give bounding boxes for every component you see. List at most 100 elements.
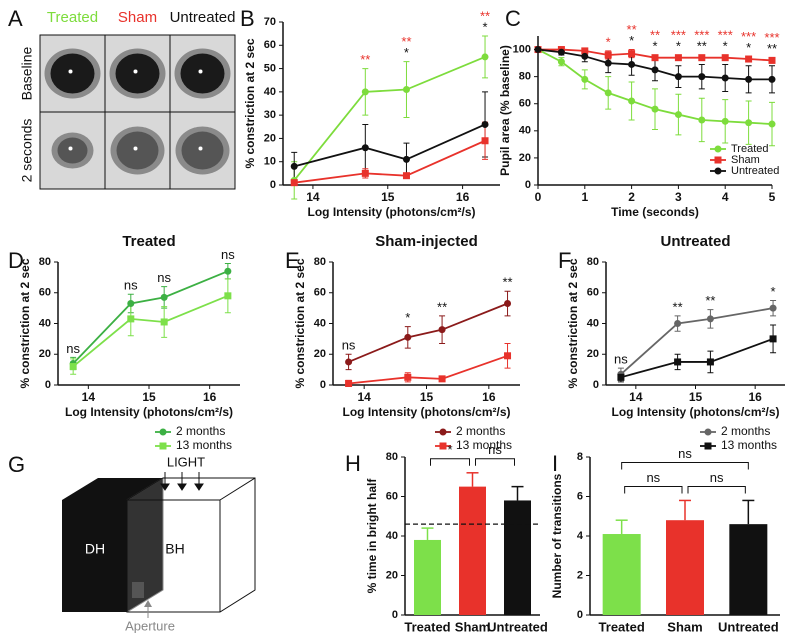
- bar: [666, 520, 704, 615]
- point: [481, 137, 489, 145]
- y-tick-label: 60: [314, 287, 326, 299]
- point: [604, 51, 612, 59]
- y-axis-label: % constriction at 2 sec: [18, 258, 32, 388]
- aperture: [132, 582, 144, 598]
- point: [481, 120, 489, 128]
- point: [345, 358, 353, 366]
- pupil: [115, 53, 160, 94]
- significance-label: ***: [718, 27, 733, 42]
- point: [557, 58, 565, 66]
- panel-label: F: [558, 248, 571, 273]
- y-axis-label: % constriction at 2 sec: [293, 258, 307, 388]
- significance-label: **: [437, 299, 447, 314]
- significance-label: **: [673, 299, 683, 314]
- point: [290, 179, 298, 187]
- significance-label: ns: [614, 352, 628, 367]
- point: [628, 60, 636, 68]
- legend-label: Untreated: [731, 165, 779, 177]
- x-tick-label: Treated: [404, 619, 450, 634]
- pupil: [181, 131, 224, 170]
- y-tick-label: 60: [386, 490, 398, 502]
- panel-label: H: [345, 451, 361, 476]
- legend-label: 2 months: [721, 424, 770, 438]
- x-tick-label: 16: [456, 190, 470, 204]
- comparison-bracket: [430, 458, 470, 466]
- legend-label: 2 months: [456, 424, 505, 438]
- point: [402, 172, 410, 180]
- series-line: [294, 139, 486, 184]
- y-axis-label: % constriction at 2 sec: [566, 258, 580, 388]
- significance-label: *: [771, 284, 776, 299]
- point: [674, 111, 682, 119]
- point: [721, 54, 729, 62]
- y-axis-label: % constriction at 2 sec: [243, 38, 257, 168]
- significance-label: *: [404, 45, 409, 60]
- point: [581, 52, 589, 60]
- point: [127, 315, 135, 323]
- y-tick-label: 20: [39, 348, 51, 360]
- legend-label: Sham: [731, 154, 760, 166]
- y-tick-label: 40: [587, 317, 599, 329]
- point: [628, 97, 636, 105]
- panel-label: A: [8, 6, 23, 31]
- point: [224, 267, 232, 275]
- significance-label: ***: [694, 27, 709, 42]
- x-tick-label: Untreated: [487, 619, 548, 634]
- point: [504, 352, 512, 360]
- significance-label: ***: [671, 27, 686, 42]
- series-line: [293, 123, 486, 168]
- point: [651, 54, 659, 62]
- point: [706, 358, 714, 366]
- y-tick-label: 60: [39, 287, 51, 299]
- column-label: Treated: [47, 9, 98, 26]
- glint: [198, 69, 203, 74]
- significance-label: ***: [764, 30, 779, 45]
- panel-label: D: [8, 248, 24, 273]
- significance-label: ns: [221, 247, 235, 262]
- point: [651, 105, 659, 113]
- point: [769, 304, 777, 312]
- dark-front: [62, 500, 127, 612]
- y-tick-label: 50: [264, 62, 276, 74]
- x-axis-label: Time (seconds): [611, 205, 699, 219]
- comparison-bracket: [475, 458, 515, 466]
- pupil: [57, 137, 88, 164]
- significance-label: **: [360, 52, 370, 67]
- point: [674, 73, 682, 81]
- point: [651, 66, 659, 74]
- legend-label: 13 months: [456, 438, 512, 452]
- legend-marker: [439, 428, 447, 436]
- y-tick-label: 20: [386, 569, 398, 581]
- legend-marker: [714, 145, 722, 153]
- bar: [504, 500, 531, 615]
- y-tick-label: 20: [314, 348, 326, 360]
- y-tick-label: 0: [320, 379, 326, 391]
- y-tick-label: 100: [513, 43, 531, 55]
- y-tick-label: 20: [519, 152, 531, 164]
- y-tick-label: 30: [264, 109, 276, 121]
- y-tick-label: 2: [577, 569, 583, 581]
- x-axis-label: Log Intensity (photons/cm²/s): [65, 405, 233, 419]
- significance-label: **: [705, 293, 715, 308]
- significance-label: ns: [124, 278, 138, 293]
- x-tick-label: 0: [535, 190, 542, 204]
- point: [628, 50, 636, 58]
- x-tick-label: 16: [482, 390, 496, 404]
- x-tick-label: Sham: [667, 619, 702, 634]
- column-label: Sham: [118, 9, 157, 26]
- x-tick-label: 15: [420, 390, 434, 404]
- legend-label: Treated: [731, 143, 769, 155]
- significance-label: *: [723, 38, 728, 53]
- y-tick-label: 8: [577, 451, 583, 463]
- y-axis-label: % time in bright half: [365, 478, 379, 594]
- row-label: Baseline: [19, 46, 35, 100]
- significance-label: **: [401, 34, 411, 49]
- panel-label: B: [240, 6, 255, 31]
- comparison-label: ns: [488, 442, 502, 457]
- y-tick-label: 10: [264, 156, 276, 168]
- panel-label: G: [8, 452, 25, 477]
- bar: [459, 486, 486, 615]
- point: [361, 144, 369, 152]
- significance-label: ns: [157, 270, 171, 285]
- x-axis-label: Log Intensity (photons/cm²/s): [612, 405, 780, 419]
